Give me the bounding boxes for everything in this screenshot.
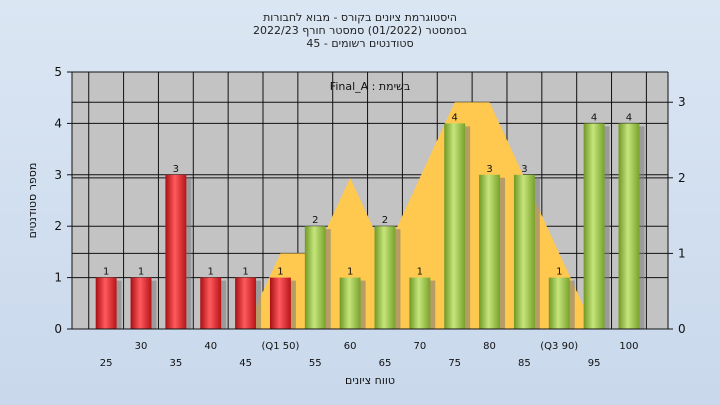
y-tick-label: 3 xyxy=(54,168,62,182)
bar-55 xyxy=(304,226,326,329)
bar-value-label: 1 xyxy=(103,267,109,278)
bar-value-label: 4 xyxy=(626,112,632,123)
x-tick-label: 95 xyxy=(588,358,601,369)
chart-title-3: סטודנטים רשומים - 45 xyxy=(306,37,414,50)
bar-value-label: 2 xyxy=(312,215,318,226)
bar-value-label: 3 xyxy=(173,164,179,175)
bar-30 xyxy=(130,277,152,329)
y-tick-label: 5 xyxy=(54,65,62,79)
bar-value-label: 4 xyxy=(591,112,597,123)
y2-tick-label: 1 xyxy=(678,246,686,260)
x-tick-label: 80 xyxy=(483,341,496,352)
y-tick-label: 2 xyxy=(54,219,62,233)
x-tick-label: 30 xyxy=(135,341,148,352)
y-tick-label: 1 xyxy=(54,271,62,285)
y-axis-label: מספר סטודנטים xyxy=(26,163,39,239)
bar-60 xyxy=(339,277,361,329)
x-tick-label: 35 xyxy=(169,358,182,369)
bar-(Q1 50) xyxy=(269,277,291,329)
chart-title-1: היסטוגרמת ציונים בקורס - מבוא לחבורות xyxy=(263,11,457,24)
bar-65 xyxy=(374,226,396,329)
bar-value-label: 1 xyxy=(556,267,562,278)
x-tick-label: 45 xyxy=(239,358,252,369)
x-tick-label: 85 xyxy=(518,358,531,369)
bar-40 xyxy=(200,277,222,329)
bar-25 xyxy=(95,277,117,329)
y2-tick-label: 0 xyxy=(678,322,686,336)
bar-value-label: 1 xyxy=(208,267,214,278)
y2-tick-label: 2 xyxy=(678,171,686,185)
bar-70 xyxy=(409,277,431,329)
x-tick-label: 70 xyxy=(413,341,426,352)
chart-annotation: בשימת : Final_A xyxy=(330,80,410,93)
bar-value-label: 1 xyxy=(417,267,423,278)
bar-value-label: 1 xyxy=(277,267,283,278)
bar-75 xyxy=(444,123,466,330)
bar-value-label: 1 xyxy=(347,267,353,278)
x-tick-label: 100 xyxy=(619,341,638,352)
bar-35 xyxy=(165,174,187,329)
bar-value-label: 1 xyxy=(138,267,144,278)
bar-85 xyxy=(513,174,535,329)
bar-80 xyxy=(479,174,501,329)
bar-value-label: 3 xyxy=(521,164,527,175)
bar-value-label: 3 xyxy=(486,164,492,175)
x-tick-label: 60 xyxy=(344,341,357,352)
x-tick-label: 40 xyxy=(204,341,217,352)
bar-(Q3 90) xyxy=(548,277,570,329)
y2-tick-label: 3 xyxy=(678,95,686,109)
y-tick-label: 0 xyxy=(54,322,62,336)
x-tick-label: 65 xyxy=(379,358,392,369)
bar-100 xyxy=(618,123,640,330)
bar-45 xyxy=(235,277,257,329)
bar-value-label: 1 xyxy=(242,267,248,278)
x-tick-label: 25 xyxy=(100,358,113,369)
chart-title-2: בסמסטר (01/2022) סמסטר חורף 2022/23 xyxy=(253,24,467,37)
bar-95 xyxy=(583,123,605,330)
x-tick-label: 75 xyxy=(448,358,461,369)
x-tick-label: 55 xyxy=(309,358,322,369)
bar-value-label: 2 xyxy=(382,215,388,226)
y-tick-label: 4 xyxy=(54,116,62,130)
x-tick-label: (Q1 50) xyxy=(261,341,299,352)
x-tick-label: (Q3 90) xyxy=(540,341,578,352)
x-axis-label: טווח ציונים xyxy=(345,374,395,387)
bar-value-label: 4 xyxy=(452,112,458,123)
